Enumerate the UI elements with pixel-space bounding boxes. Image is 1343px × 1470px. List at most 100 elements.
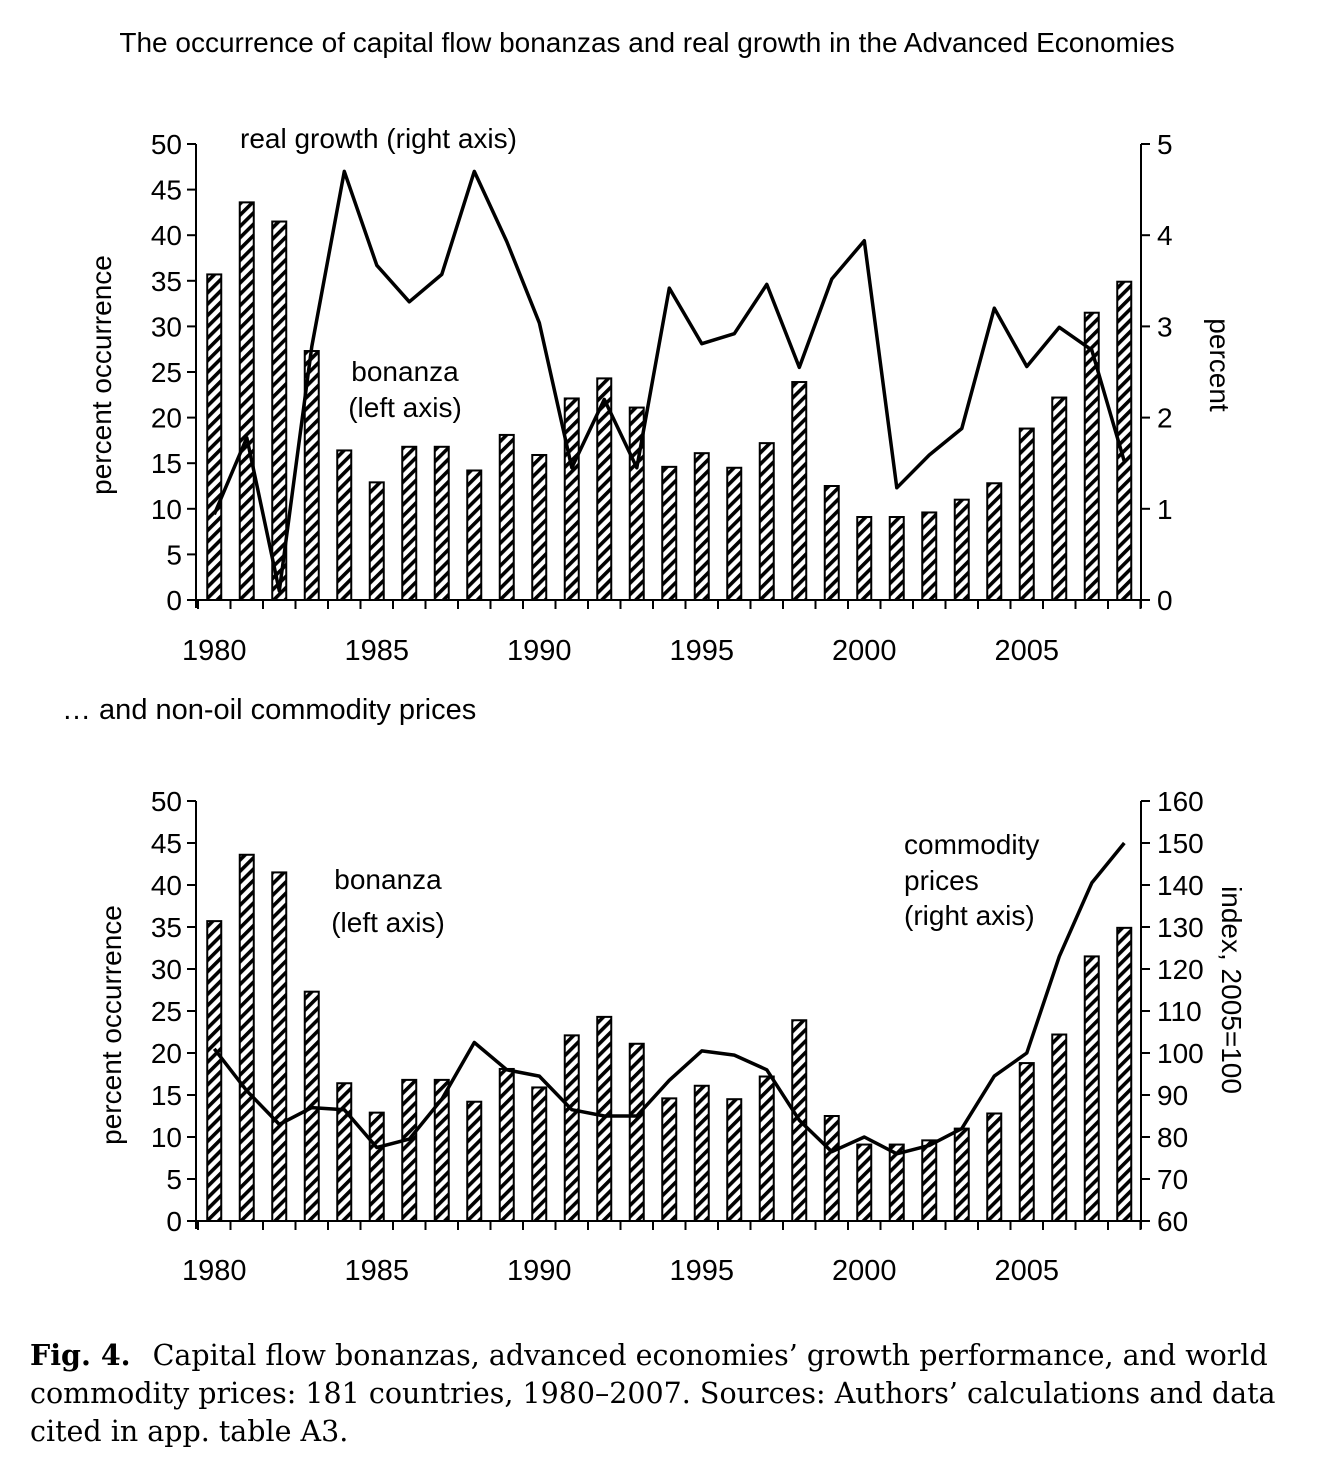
- bonanza-bar: [238, 201, 255, 601]
- bonanza-bar: [563, 1034, 580, 1222]
- y-tick-label-left: 5: [166, 1164, 182, 1195]
- bonanza-bar: [1051, 1033, 1068, 1223]
- y-axis-label-right: index, 2005=100: [1216, 886, 1247, 1094]
- y-tick-label-left: 50: [151, 786, 182, 817]
- chart-commodity: 0 5 10 15 20 25 30 35 40 45 50 60 70 80 90 100 110 120 130…: [96, 786, 1247, 1287]
- y-tick-label-left: 45: [151, 828, 182, 859]
- y-tick-label-right: 110: [1157, 996, 1202, 1027]
- bonanza-bar: [921, 1139, 938, 1222]
- bonanza-bar: [1018, 427, 1035, 601]
- y-tick-label-right: 60: [1157, 1206, 1188, 1237]
- caption-text: Capital flow bonanzas, advanced economie…: [30, 1339, 1276, 1448]
- bonanza-bar: [336, 449, 353, 601]
- bonanza-series-label: (left axis): [348, 392, 462, 423]
- y-tick-label-right: 130: [1157, 912, 1204, 943]
- y-tick-label-left: 25: [151, 996, 182, 1027]
- bonanza-bar: [433, 1078, 450, 1222]
- bonanza-bar: [693, 1084, 710, 1223]
- bonanza-bar: [1116, 926, 1133, 1223]
- y-axis-label-right: percent: [1204, 318, 1235, 412]
- x-tick-label: 1980: [182, 635, 247, 667]
- bonanza-bar: [823, 1115, 840, 1222]
- y-tick-label-right: 100: [1157, 1038, 1204, 1069]
- bonanza-series-label: bonanza: [334, 864, 442, 895]
- bonanza-bar: [888, 1143, 905, 1223]
- bonanza-bar: [758, 1075, 775, 1223]
- bonanza-bar: [628, 1042, 645, 1223]
- bonanza-bar: [823, 485, 840, 601]
- y-tick-label-left: 30: [151, 954, 182, 985]
- bonanza-bar: [206, 920, 223, 1222]
- y-tick-label-right: 70: [1157, 1164, 1188, 1195]
- y-axis-label-left: percent occurrence: [86, 255, 117, 495]
- bonanza-bar: [856, 516, 873, 601]
- commodity-series-label: (right axis): [904, 900, 1035, 931]
- bonanza-bar: [1018, 1062, 1035, 1222]
- bonanza-bar: [271, 220, 288, 602]
- commodity-series-label: prices: [904, 865, 979, 896]
- y-tick-label-left: 0: [166, 1206, 182, 1237]
- bonanza-bar: [758, 442, 775, 601]
- bonanza-bar: [498, 1067, 515, 1222]
- bonanza-bar: [1083, 955, 1100, 1223]
- y-tick-label-right: 0: [1157, 585, 1173, 616]
- real-growth-line: [212, 169, 1126, 593]
- bonanza-bar: [368, 1111, 385, 1223]
- bonanza-bar: [986, 1112, 1003, 1222]
- bonanza-bar: [953, 1127, 970, 1222]
- x-tick-label: 1995: [669, 1255, 734, 1287]
- figure-caption: Fig. 4. Capital flow bonanzas, advanced e…: [30, 1336, 1300, 1451]
- bonanza-bar: [466, 1100, 483, 1222]
- bonanza-bar: [953, 498, 970, 601]
- bonanza-series-label: (left axis): [331, 907, 445, 938]
- bonanza-bar: [531, 453, 548, 601]
- bonanza-bar: [693, 452, 710, 601]
- bonanza-bar: [856, 1143, 873, 1223]
- x-tick-label: 1995: [669, 635, 734, 667]
- y-tick-label-right: 80: [1157, 1122, 1188, 1153]
- bonanza-bar: [921, 511, 938, 601]
- x-tick-label: 2005: [994, 1255, 1059, 1287]
- bonanza-bar: [986, 482, 1003, 602]
- bonanza-bar: [726, 1098, 743, 1222]
- y-tick-label-left: 40: [151, 870, 182, 901]
- bonanza-bar: [596, 1015, 613, 1222]
- y-tick-label-left: 15: [151, 448, 182, 479]
- y-tick-label-left: 5: [166, 539, 182, 570]
- bonanza-bar: [336, 1082, 353, 1222]
- real-growth-series-label: real growth (right axis): [240, 123, 517, 154]
- x-tick-label: 2000: [832, 635, 897, 667]
- bonanza-bar: [433, 445, 450, 601]
- x-tick-label: 1985: [344, 635, 409, 667]
- bonanza-bar: [466, 469, 483, 601]
- y-tick-label-right: 120: [1157, 954, 1204, 985]
- x-tick-label: 1990: [507, 1255, 572, 1287]
- bonanza-bar: [271, 871, 288, 1223]
- y-tick-label-left: 45: [151, 175, 182, 206]
- bonanza-bar: [791, 381, 808, 602]
- y-tick-label-right: 4: [1157, 220, 1173, 251]
- chart2-title: … and non-oil commodity prices: [62, 694, 476, 726]
- x-tick-label: 1990: [507, 635, 572, 667]
- bonanza-bar: [1083, 311, 1100, 601]
- x-tick-label: 2005: [994, 635, 1059, 667]
- y-tick-label-left: 20: [151, 403, 182, 434]
- y-tick-label-left: 40: [151, 220, 182, 251]
- y-tick-label-right: 3: [1157, 311, 1173, 342]
- x-tick-label: 2000: [832, 1255, 897, 1287]
- y-tick-label-right: 160: [1157, 786, 1204, 817]
- caption-label: Fig. 4.: [30, 1338, 131, 1372]
- y-tick-label-left: 25: [151, 357, 182, 388]
- y-tick-label-left: 0: [166, 585, 182, 616]
- bonanza-bar: [498, 433, 515, 602]
- commodity-series-label: commodity: [904, 829, 1039, 860]
- y-axis-label-left: percent occurrence: [96, 905, 127, 1145]
- bonanza-bar: [661, 1097, 678, 1222]
- y-tick-label-left: 35: [151, 912, 182, 943]
- y-tick-label-right: 140: [1157, 870, 1204, 901]
- y-tick-label-left: 20: [151, 1038, 182, 1069]
- bonanza-bar: [531, 1086, 548, 1222]
- y-tick-label-left: 10: [151, 1122, 182, 1153]
- y-tick-label-right: 150: [1157, 828, 1204, 859]
